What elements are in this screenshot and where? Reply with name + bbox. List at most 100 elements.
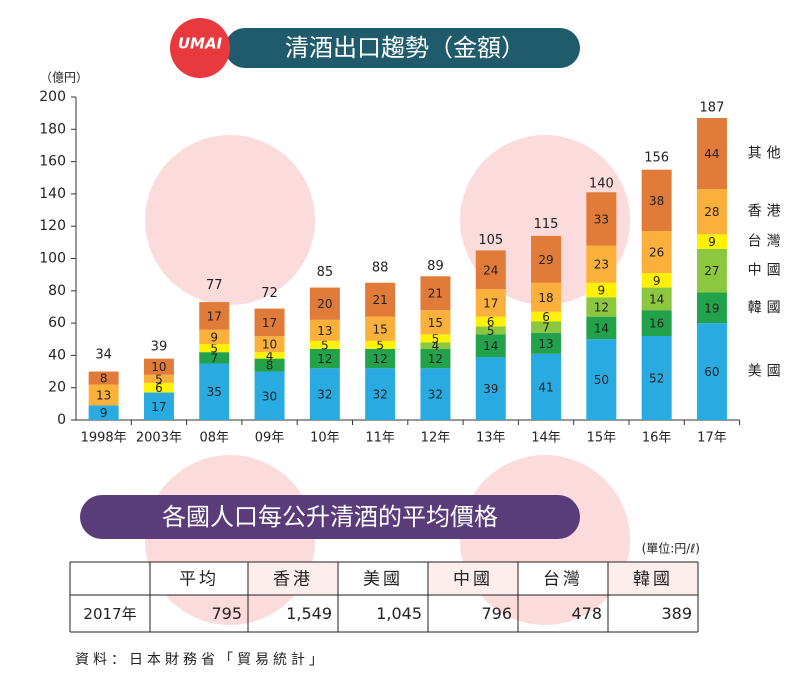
bar-segment [365, 368, 396, 420]
header-cell [608, 562, 698, 595]
table-cell: 1,045 [376, 604, 422, 623]
bar-segment [254, 336, 285, 353]
table-title: 各國人口每公升清酒的平均價格 [162, 503, 498, 531]
x-tick-label: 12年 [421, 431, 451, 446]
header-cell [428, 562, 518, 595]
y-tick-label: 60 [48, 315, 66, 331]
logo-text: UMAI [178, 35, 223, 53]
segment-label: 20 [317, 297, 332, 311]
bar-segment [199, 363, 230, 420]
source: 資料：日本財務省「貿易統計」 [75, 652, 327, 668]
segment-label: 32 [373, 388, 388, 402]
bar-segment [309, 319, 340, 341]
segment-label: 33 [594, 212, 609, 226]
bar-segment [309, 287, 340, 320]
segment-label: 14 [483, 339, 498, 353]
y-tick-label: 120 [39, 218, 66, 234]
x-tick-label: 17年 [697, 431, 727, 446]
watermark [460, 455, 630, 625]
y-tick-label: 180 [39, 121, 66, 137]
x-tick-label: 11年 [365, 431, 395, 446]
table-cell: 389 [661, 604, 692, 623]
segment-label: 39 [483, 382, 498, 396]
segment-label: 21 [373, 293, 388, 307]
bar-segment [641, 231, 672, 274]
segment-label: 21 [428, 287, 443, 301]
segment-label: 5 [487, 324, 495, 338]
segment-label: 13 [317, 324, 332, 338]
segment-label: 52 [649, 372, 664, 386]
segment-label: 17 [151, 400, 166, 414]
bar-segment [696, 292, 727, 324]
bar-segment [88, 405, 119, 420]
bar-segment [254, 371, 285, 420]
segment-label: 9 [598, 283, 606, 297]
bar-segment [420, 368, 451, 420]
total-label: 88 [372, 260, 389, 275]
bar-segment [696, 248, 727, 293]
x-tick-label: 2003年 [136, 431, 182, 446]
bar-segment [641, 336, 672, 420]
bar-segment [531, 353, 562, 420]
segment-label: 14 [594, 321, 609, 335]
segment-label: 5 [210, 342, 218, 356]
bar-segment [586, 297, 617, 317]
table-cell: 478 [571, 604, 602, 623]
x-tick-label: 16年 [642, 431, 672, 446]
bar-segment [88, 384, 119, 406]
bar-segment [696, 323, 727, 420]
segment-label: 30 [262, 389, 277, 403]
table-banner [80, 495, 580, 539]
total-label: 89 [427, 259, 444, 274]
segment-label: 8 [266, 359, 274, 373]
y-tick-label: 40 [48, 347, 66, 363]
y-axis-label: （億円） [40, 71, 88, 85]
bar-segment [641, 273, 672, 288]
segment-label: 12 [373, 352, 388, 366]
segment-label: 15 [373, 322, 388, 336]
x-tick-label: 09年 [255, 431, 285, 446]
column-header: 韓國 [633, 570, 673, 590]
column-header: 中國 [453, 570, 493, 590]
segment-label: 6 [542, 310, 550, 324]
segment-label: 7 [542, 321, 550, 335]
legend-label: 台灣 [748, 234, 786, 250]
bar-segment [531, 332, 562, 354]
bar-segment [420, 342, 451, 349]
x-tick-label: 13年 [476, 431, 506, 446]
bar-segment [254, 352, 285, 359]
bar-segment [475, 326, 506, 335]
bar-segment [531, 282, 562, 312]
bar-segment [420, 310, 451, 335]
segment-label: 10 [262, 338, 277, 352]
segment-label: 17 [483, 296, 498, 310]
total-label: 105 [478, 233, 503, 248]
segment-label: 4 [432, 339, 440, 353]
bar-segment [641, 310, 672, 337]
segment-label: 24 [483, 263, 498, 277]
segment-label: 29 [538, 253, 553, 267]
segment-label: 12 [428, 352, 443, 366]
segment-label: 12 [594, 300, 609, 314]
segment-label: 16 [649, 317, 664, 331]
bar-segment [531, 321, 562, 333]
bar-segment [420, 276, 451, 311]
watermark [145, 455, 315, 625]
total-label: 39 [151, 340, 168, 355]
segment-label: 23 [594, 258, 609, 272]
legend-label: 香港 [748, 204, 786, 220]
bar-segment [143, 382, 174, 393]
header-cell [248, 562, 338, 595]
segment-label: 5 [321, 338, 329, 352]
legend-label: 其他 [748, 146, 786, 162]
segment-label: 41 [538, 380, 553, 394]
bar-segment [475, 316, 506, 327]
bar-segment [586, 192, 617, 246]
table-cell: 795 [211, 604, 242, 623]
bar-segment [365, 340, 396, 349]
segment-label: 17 [262, 316, 277, 330]
y-tick-label: 0 [57, 412, 66, 428]
bar-segment [254, 358, 285, 372]
total-label: 72 [261, 286, 278, 301]
bar-segment [199, 302, 230, 330]
